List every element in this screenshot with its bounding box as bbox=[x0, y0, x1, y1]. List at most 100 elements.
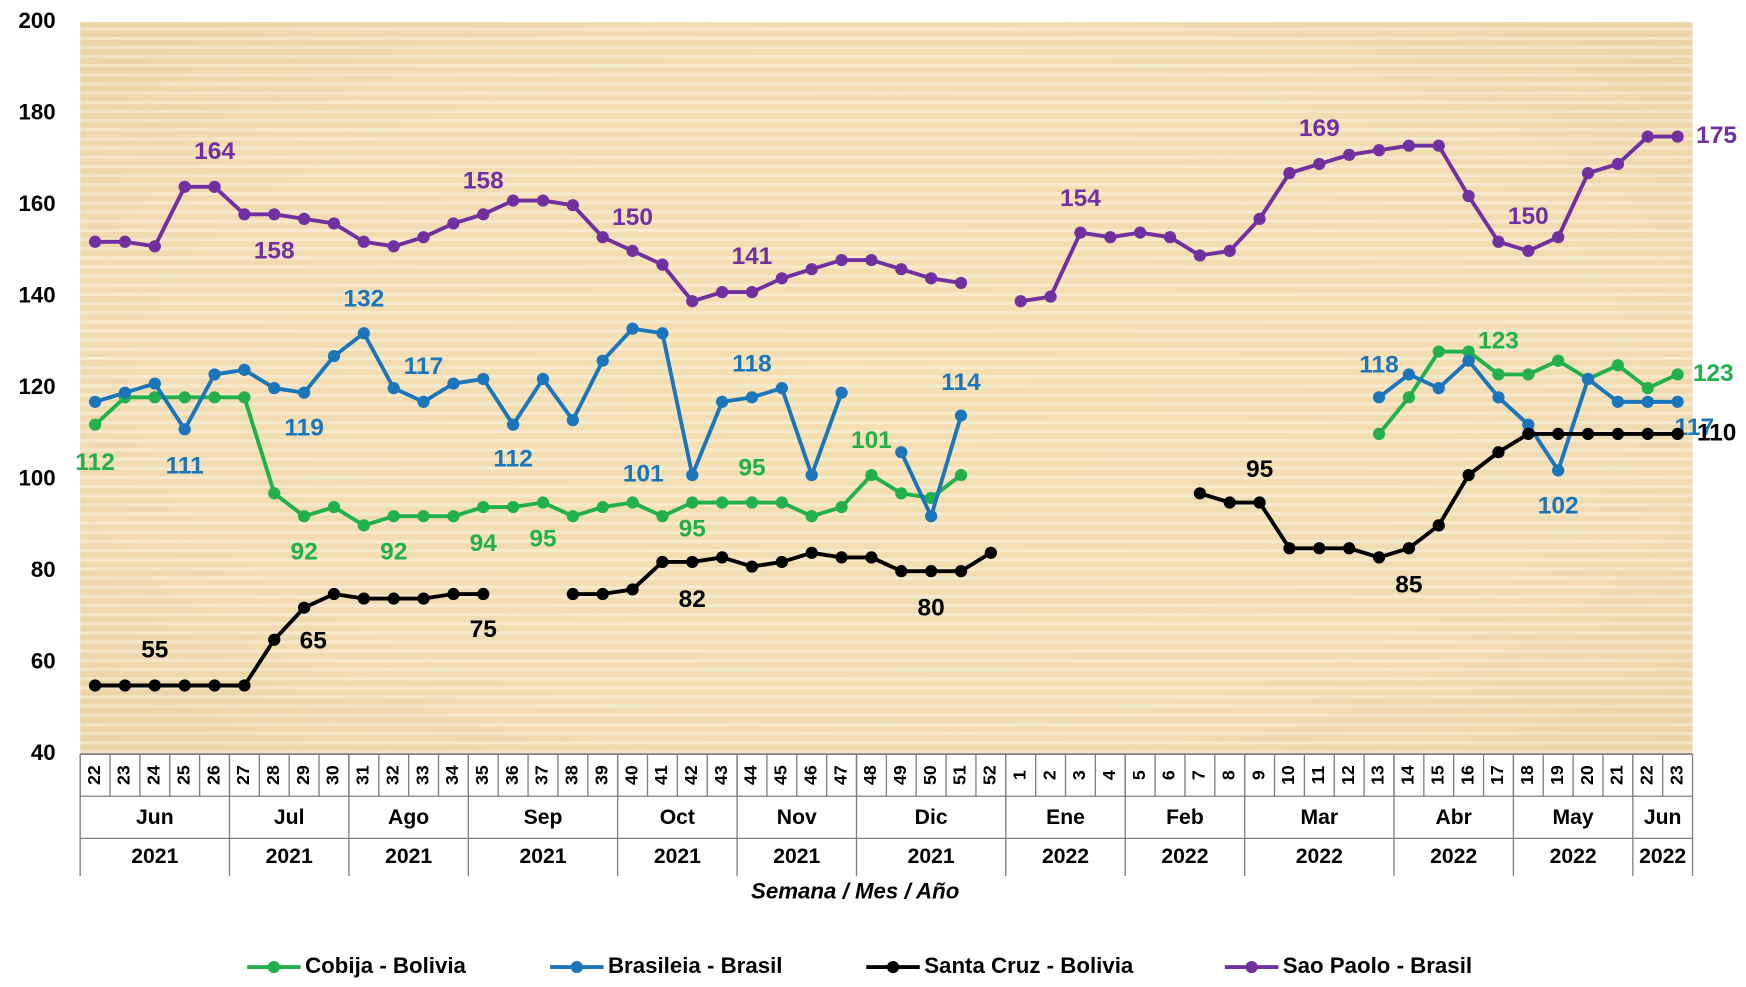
data-point bbox=[1522, 418, 1535, 431]
data-point bbox=[1462, 345, 1475, 358]
data-point bbox=[566, 510, 579, 523]
data-point bbox=[1283, 167, 1296, 180]
data-point bbox=[895, 263, 908, 276]
data-point bbox=[656, 510, 669, 523]
data-label: 111 bbox=[166, 453, 204, 480]
data-point bbox=[1522, 427, 1535, 440]
data-point bbox=[1402, 391, 1416, 404]
x-tick-label: 26 bbox=[203, 765, 223, 785]
data-label: 92 bbox=[290, 538, 317, 565]
x-tick-label: 23 bbox=[114, 765, 134, 785]
year-label: 2021 bbox=[385, 845, 432, 868]
x-tick-label: 40 bbox=[621, 765, 641, 785]
data-point bbox=[1581, 167, 1595, 180]
month-label: Ene bbox=[1046, 806, 1085, 829]
data-point bbox=[536, 496, 550, 509]
data-label: 75 bbox=[470, 616, 497, 643]
data-point bbox=[1641, 395, 1654, 408]
x-tick-label: 47 bbox=[830, 765, 850, 785]
data-point bbox=[1313, 157, 1326, 171]
data-point bbox=[238, 363, 251, 376]
data-point bbox=[1671, 130, 1684, 143]
year-label: 2022 bbox=[1639, 845, 1686, 868]
data-point bbox=[656, 327, 669, 340]
data-point bbox=[297, 601, 311, 614]
x-tick-label: 51 bbox=[950, 765, 970, 785]
data-label: 112 bbox=[75, 449, 115, 476]
data-point bbox=[447, 377, 460, 390]
data-label: 110 bbox=[1697, 419, 1737, 446]
x-tick-label: 21 bbox=[1607, 765, 1627, 785]
data-point bbox=[297, 386, 311, 399]
data-point bbox=[327, 500, 341, 514]
month-label: Feb bbox=[1166, 806, 1204, 829]
data-point bbox=[1552, 231, 1565, 244]
data-point bbox=[596, 231, 609, 244]
data-point bbox=[268, 208, 281, 221]
data-point bbox=[596, 354, 609, 367]
x-tick-label: 11 bbox=[1308, 766, 1328, 785]
x-tick-label: 38 bbox=[562, 765, 582, 785]
data-point bbox=[1372, 551, 1386, 564]
legend-marker bbox=[886, 960, 900, 974]
data-point bbox=[327, 587, 341, 601]
x-tick-label: 46 bbox=[800, 765, 820, 785]
data-label: 112 bbox=[493, 446, 533, 473]
data-label: 95 bbox=[738, 455, 765, 482]
x-tick-label: 16 bbox=[1457, 765, 1477, 785]
data-point bbox=[477, 500, 490, 514]
month-label: Jun bbox=[136, 806, 174, 829]
data-point bbox=[1611, 427, 1625, 440]
data-point bbox=[1372, 391, 1386, 404]
data-point bbox=[447, 587, 460, 601]
data-label: 101 bbox=[623, 461, 664, 488]
data-point bbox=[656, 258, 669, 271]
data-point bbox=[984, 546, 997, 559]
data-point bbox=[805, 546, 818, 559]
x-tick-label: 52 bbox=[980, 765, 1000, 785]
x-tick-label: 22 bbox=[84, 765, 104, 785]
data-point bbox=[1283, 542, 1296, 555]
data-label: 141 bbox=[732, 243, 773, 270]
data-point bbox=[626, 496, 639, 509]
x-axis-title: Semana / Mes / Año bbox=[751, 879, 959, 904]
data-label: 132 bbox=[343, 285, 384, 312]
x-tick-label: 27 bbox=[233, 765, 253, 785]
data-point bbox=[954, 409, 968, 422]
data-point bbox=[1313, 542, 1326, 555]
data-point bbox=[745, 496, 759, 509]
data-point bbox=[536, 372, 550, 386]
data-point bbox=[1432, 345, 1445, 358]
data-point bbox=[626, 583, 639, 596]
data-point bbox=[1611, 395, 1625, 408]
data-point bbox=[447, 510, 460, 523]
data-point bbox=[1372, 427, 1386, 440]
data-point bbox=[656, 555, 669, 569]
x-tick-label: 2 bbox=[1039, 770, 1059, 780]
x-tick-label: 31 bbox=[353, 765, 373, 785]
year-label: 2022 bbox=[1161, 845, 1208, 868]
x-tick-label: 15 bbox=[1427, 765, 1447, 785]
data-point bbox=[1074, 226, 1087, 239]
data-point bbox=[895, 446, 908, 459]
data-point bbox=[268, 382, 281, 395]
data-point bbox=[954, 565, 968, 578]
month-label: Sep bbox=[524, 806, 563, 829]
x-tick-label: 30 bbox=[323, 765, 343, 785]
data-point bbox=[596, 500, 609, 514]
data-point bbox=[417, 510, 430, 523]
data-point bbox=[88, 235, 102, 248]
data-label: 154 bbox=[1060, 185, 1101, 212]
data-point bbox=[1552, 464, 1565, 477]
data-label: 95 bbox=[679, 516, 706, 543]
data-point bbox=[1671, 368, 1684, 381]
month-label: Jun bbox=[1644, 806, 1682, 829]
month-label: May bbox=[1553, 806, 1594, 829]
data-point bbox=[208, 180, 221, 193]
data-point bbox=[1611, 157, 1625, 171]
data-point bbox=[805, 510, 818, 523]
data-label: 65 bbox=[300, 627, 327, 654]
data-label: 95 bbox=[1246, 456, 1273, 483]
legend-label: Brasileia - Brasil bbox=[608, 953, 782, 978]
data-point bbox=[1223, 496, 1236, 509]
